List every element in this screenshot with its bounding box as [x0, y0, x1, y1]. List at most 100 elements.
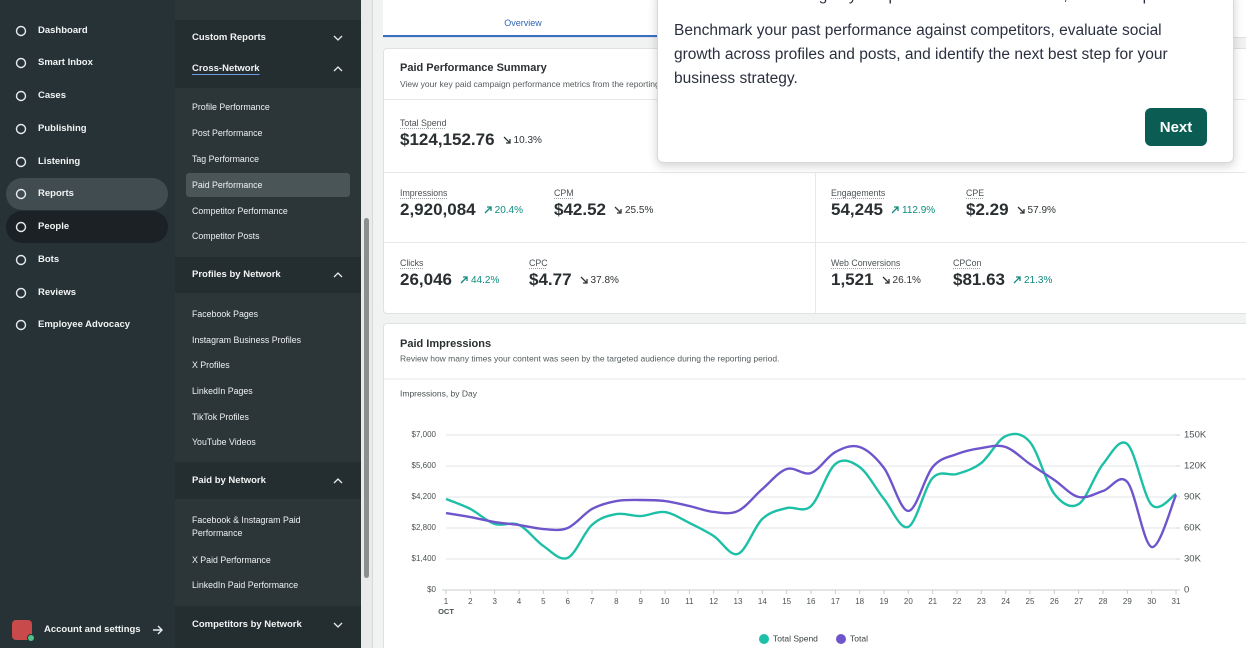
metric-change: 10.3%	[513, 134, 542, 146]
trend-arrow-icon	[580, 276, 588, 284]
x-tick-label: 1	[444, 597, 449, 606]
account-settings[interactable]: Account and settings	[44, 624, 141, 635]
nav-item[interactable]: Employee Advocacy	[38, 319, 131, 330]
metric-change: 37.8%	[590, 274, 619, 286]
legend-swatch	[836, 634, 846, 644]
chevron-icon	[333, 35, 343, 41]
section-title[interactable]: Paid by Network	[192, 475, 266, 486]
popover-clipped-text: across networks using any of Sprout's 20…	[674, 0, 1214, 8]
submenu-item[interactable]: Competitor Performance	[192, 206, 288, 216]
tab[interactable]: Overview	[504, 18, 542, 28]
avatar-status	[27, 634, 35, 642]
x-tick-label: 20	[904, 597, 913, 606]
nav-icon-shape	[15, 254, 27, 266]
metric-label: CPC	[529, 258, 548, 268]
onboarding-popover: across networks using any of Sprout's 20…	[657, 0, 1234, 163]
metric-value: $2.29	[966, 200, 1009, 219]
metric-label: Web Conversions	[831, 258, 901, 268]
section-band	[175, 20, 361, 88]
trend-arrow-icon	[891, 206, 899, 214]
nav-item[interactable]: Smart Inbox	[38, 57, 93, 68]
submenu-item[interactable]: YouTube Videos	[192, 437, 256, 447]
metric-value: $81.63	[953, 270, 1005, 289]
section-title[interactable]: Cross-Network	[192, 63, 260, 74]
divider	[384, 172, 1246, 173]
y2-tick-label: 60K	[1184, 523, 1202, 534]
trend-arrow	[1017, 206, 1025, 214]
x-tick-label: 2	[468, 597, 473, 606]
x-tick-label: 17	[831, 597, 840, 606]
submenu-item[interactable]: Instagram Business Profiles	[192, 335, 302, 345]
chart: Paid Impressions Review how many times yo…	[384, 338, 1246, 644]
nav-item[interactable]: Listening	[38, 156, 81, 167]
metric-label: Total Spend	[400, 118, 447, 128]
submenu-item[interactable]: Facebook & Instagram Paid Performance	[192, 515, 301, 538]
nav-icon	[15, 287, 27, 299]
nav-icon	[15, 90, 27, 102]
submenu-item[interactable]: LinkedIn Paid Performance	[192, 580, 299, 590]
nav-icon	[15, 57, 27, 69]
nav-item[interactable]: Reviews	[38, 287, 77, 298]
trend-arrow	[460, 276, 468, 284]
scroll-thumb	[364, 218, 369, 578]
trend-arrow-icon	[1013, 276, 1021, 284]
x-tick-label: 30	[1147, 597, 1156, 606]
metric-change: 57.9%	[1027, 204, 1056, 216]
metric-row: 26,046 44.2%	[400, 270, 499, 290]
section-title[interactable]: Profiles by Network	[192, 269, 281, 280]
nav-icon	[15, 254, 27, 266]
nav-item[interactable]: Publishing	[38, 123, 87, 134]
series-line	[445, 444, 1178, 549]
nav-icon	[15, 25, 27, 37]
trend-arrow	[891, 206, 899, 214]
x-tick-label: 12	[709, 597, 718, 606]
submenu-item[interactable]: Profile Performance	[192, 102, 270, 112]
nav-item[interactable]: Bots	[38, 254, 60, 265]
x-tick-label: 8	[614, 597, 619, 606]
section-title[interactable]: Custom Reports	[192, 32, 266, 43]
nav-icon	[15, 221, 27, 233]
nav-item[interactable]: Reports	[38, 188, 74, 199]
y2-tick-label: 0	[1184, 585, 1189, 596]
submenu-item[interactable]: TikTok Profiles	[192, 412, 249, 422]
section-title[interactable]: Competitors by Network	[192, 619, 302, 630]
card-title: Paid Performance Summary	[400, 62, 547, 74]
x-tick-label: 25	[1026, 597, 1035, 606]
trend-arrow	[580, 276, 588, 284]
next-button[interactable]: Next	[1145, 108, 1207, 146]
x-tick-label: 22	[953, 597, 962, 606]
nav-item[interactable]: Dashboard	[38, 25, 88, 36]
metric-value: $124,152.76	[400, 130, 495, 149]
x-month-label: OCT	[438, 607, 454, 616]
submenu-item[interactable]: Post Performance	[192, 128, 263, 138]
submenu-item[interactable]: Competitor Posts	[192, 231, 260, 241]
x-tick-label: 26	[1050, 597, 1059, 606]
x-tick-label: 27	[1074, 597, 1083, 606]
sub-nav	[175, 0, 362, 648]
trend-arrow	[484, 206, 492, 214]
nav-icon	[15, 156, 27, 168]
nav-icon-shape	[15, 25, 27, 37]
nav-icon-shape	[15, 221, 27, 233]
chevron	[333, 66, 343, 72]
x-tick-label: 21	[928, 597, 937, 606]
trend-arrow	[614, 206, 622, 214]
submenu-item[interactable]: X Profiles	[192, 360, 230, 370]
main-nav	[0, 0, 175, 648]
submenu-item[interactable]: Tag Performance	[192, 154, 259, 164]
series-line	[445, 432, 1177, 560]
nav-item[interactable]: Cases	[38, 90, 66, 101]
metric-value: $4.77	[529, 270, 572, 289]
popover-text: Benchmark your past performance against …	[674, 22, 1168, 87]
metric-label: Impressions	[400, 188, 448, 198]
nav-icon-shape	[15, 188, 27, 200]
nav-item[interactable]: People	[38, 221, 70, 232]
submenu-item[interactable]: X Paid Performance	[192, 555, 271, 565]
metric-change: 44.2%	[471, 274, 500, 286]
nav-icon	[15, 319, 27, 331]
nav-icon	[15, 188, 27, 200]
submenu-item[interactable]: Facebook Pages	[192, 309, 259, 319]
submenu-item[interactable]: LinkedIn Pages	[192, 386, 253, 396]
submenu-item[interactable]: Paid Performance	[192, 180, 263, 190]
metric-row: 54,245 112.9%	[831, 200, 935, 220]
